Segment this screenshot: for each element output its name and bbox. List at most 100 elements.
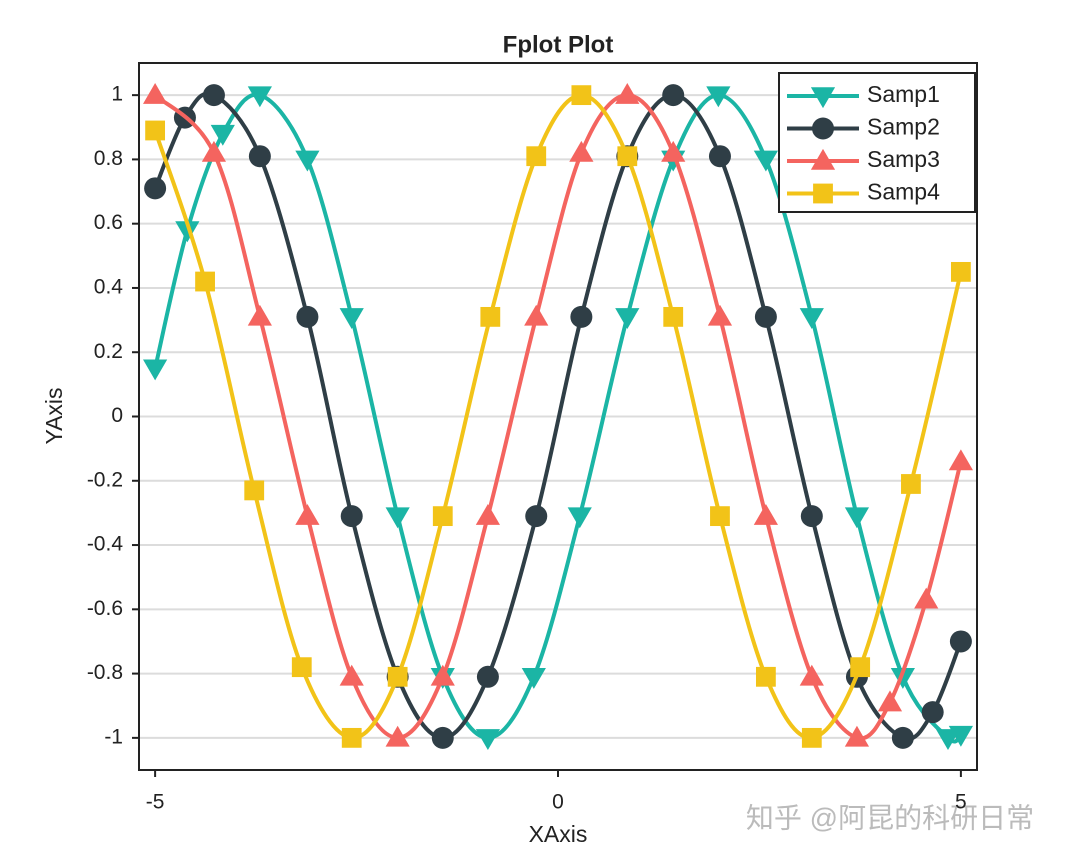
marker: [801, 727, 822, 748]
marker: [247, 86, 272, 108]
marker: [706, 86, 731, 108]
marker: [844, 725, 870, 747]
marker: [143, 359, 168, 381]
series-line: [153, 93, 963, 741]
marker: [244, 480, 265, 501]
y-tick-label: -1: [104, 725, 123, 748]
marker: [385, 725, 410, 747]
marker: [661, 140, 686, 162]
legend-label: Samp1: [867, 81, 940, 107]
marker: [755, 666, 776, 687]
marker: [754, 305, 777, 328]
marker: [891, 726, 914, 749]
series-line: [153, 93, 963, 740]
watermark: 知乎 @阿昆的科研日常: [746, 802, 1034, 833]
marker: [202, 84, 225, 107]
marker: [914, 587, 939, 609]
marker: [339, 664, 364, 686]
marker: [296, 305, 319, 328]
marker: [799, 308, 824, 329]
marker: [339, 308, 364, 329]
marker: [248, 145, 271, 168]
y-tick-label: -0.4: [87, 533, 124, 556]
marker: [526, 146, 547, 167]
marker: [921, 701, 944, 724]
y-tick-label: 0.6: [94, 211, 123, 234]
x-tick-label: 0: [552, 791, 564, 814]
y-tick-label: -0.2: [87, 468, 123, 491]
marker: [708, 145, 731, 168]
marker: [950, 261, 971, 282]
marker: [387, 666, 408, 687]
y-tick-label: 0: [111, 404, 123, 427]
marker: [341, 727, 362, 748]
marker: [385, 507, 410, 529]
marker: [810, 87, 836, 109]
marker: [877, 690, 903, 712]
marker: [570, 305, 593, 328]
y-tick-label: 0.8: [94, 147, 123, 170]
marker: [710, 506, 730, 527]
plot-frame: [138, 62, 978, 771]
legend-label: Samp3: [867, 146, 940, 172]
marker: [844, 507, 870, 529]
marker: [948, 725, 973, 747]
marker: [476, 665, 499, 688]
series-line: [153, 91, 963, 742]
marker: [569, 140, 594, 162]
marker: [291, 657, 312, 678]
marker: [812, 117, 834, 140]
y-tick-label: 0.4: [94, 276, 124, 299]
marker: [144, 177, 167, 200]
marker: [340, 505, 363, 528]
marker: [201, 140, 227, 162]
marker: [753, 504, 778, 525]
marker: [813, 183, 833, 204]
marker: [195, 271, 215, 292]
y-axis-label: YAxis: [41, 387, 67, 444]
marker: [567, 507, 592, 529]
x-tick-label: 5: [955, 791, 967, 814]
marker: [480, 306, 501, 327]
chart-title: Fplot Plot: [503, 31, 614, 58]
marker: [431, 726, 454, 749]
marker: [810, 148, 836, 170]
marker: [800, 505, 823, 528]
marker: [949, 630, 972, 653]
y-tick-label: -0.8: [87, 661, 123, 684]
marker: [901, 474, 921, 494]
marker: [617, 146, 638, 167]
marker: [890, 668, 915, 689]
marker: [850, 657, 871, 678]
marker: [295, 504, 320, 525]
marker: [432, 506, 453, 527]
marker: [662, 84, 685, 107]
marker: [525, 505, 548, 528]
marker: [247, 304, 272, 326]
legend-label: Samp2: [867, 114, 940, 140]
marker: [143, 83, 168, 104]
marker: [948, 449, 973, 471]
marker: [571, 85, 592, 106]
marker: [799, 664, 824, 686]
marker: [521, 668, 546, 689]
x-tick-label: -5: [146, 791, 165, 814]
marker: [175, 221, 200, 243]
marker: [615, 83, 640, 104]
marker: [615, 308, 640, 329]
y-tick-label: 0.2: [94, 340, 123, 363]
marker: [295, 150, 320, 172]
marker: [707, 304, 733, 326]
marker: [663, 306, 684, 327]
marker: [524, 304, 549, 326]
marker: [753, 150, 778, 172]
marker: [210, 124, 235, 146]
marker: [475, 729, 500, 750]
legend-label: Samp4: [867, 179, 940, 205]
marker: [430, 664, 455, 686]
x-axis-label: XAxis: [529, 821, 588, 847]
y-tick-label: -0.6: [87, 597, 123, 620]
marker: [145, 120, 166, 141]
